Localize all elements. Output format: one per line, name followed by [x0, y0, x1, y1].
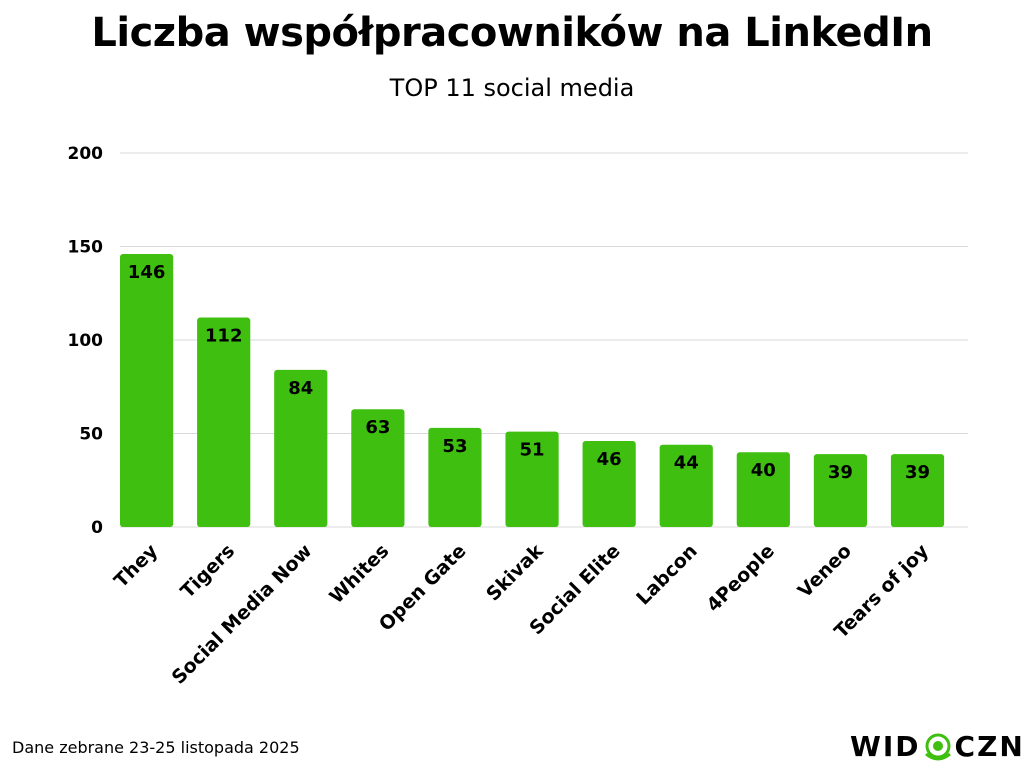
chart-subtitle: TOP 11 social media — [389, 74, 635, 102]
bar — [736, 452, 790, 527]
data-label: 39 — [905, 462, 930, 483]
bar — [582, 440, 636, 527]
bar — [813, 454, 868, 527]
data-label: 112 — [205, 326, 243, 347]
bar — [120, 253, 174, 528]
data-label: 53 — [442, 436, 467, 457]
logo-text-left: WID — [850, 729, 921, 763]
data-label: 84 — [288, 378, 313, 399]
category-label: Tigers — [177, 540, 240, 603]
bar — [659, 444, 713, 527]
y-tick-label: 150 — [68, 238, 104, 258]
data-label: 146 — [128, 262, 166, 283]
bar — [505, 431, 559, 527]
y-tick-label: 0 — [91, 518, 103, 538]
category-label: 4People — [702, 540, 778, 616]
bar-chart: 0 50 100 150 200 146 They 112 Tigers 84 Social Med… — [68, 144, 968, 689]
data-label: 39 — [828, 462, 853, 483]
bar — [351, 409, 405, 527]
data-label: 51 — [520, 440, 545, 461]
bar — [197, 317, 251, 527]
bar — [274, 369, 328, 527]
data-label: 40 — [751, 460, 776, 481]
data-collection-note: Dane zebrane 23-25 listopada 2025 — [12, 738, 300, 757]
eye-icon — [924, 733, 951, 761]
category-label: Whites — [325, 540, 393, 608]
data-label: 44 — [674, 453, 699, 474]
y-tick-label: 100 — [68, 331, 104, 351]
chart-title: Liczba współpracowników na LinkedIn — [91, 10, 933, 56]
category-label: Veneo — [794, 540, 856, 602]
category-label: Skivak — [482, 540, 548, 606]
logo-text-right: CZNI — [954, 729, 1024, 763]
brand-logo: WID CZNI — [850, 728, 1024, 764]
bar — [428, 427, 482, 527]
bar — [890, 454, 945, 527]
y-tick-label: 50 — [79, 425, 103, 445]
category-label: Labcon — [632, 540, 702, 610]
category-label: Social Media Now — [168, 540, 317, 689]
y-tick-label: 200 — [68, 144, 104, 164]
data-label: 46 — [597, 449, 622, 470]
category-label: They — [110, 540, 163, 593]
data-label: 63 — [365, 417, 390, 438]
